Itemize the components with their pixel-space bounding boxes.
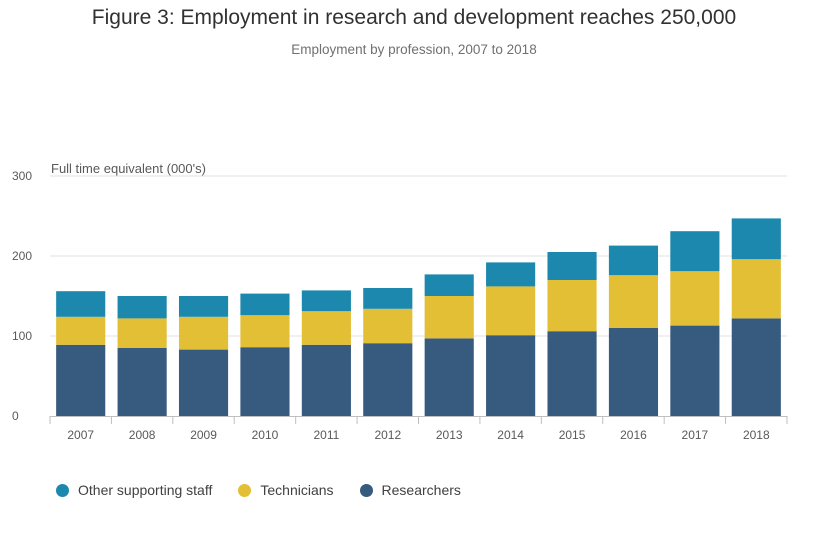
x-tick-label: 2011 <box>313 428 339 442</box>
bar-researchers[interactable] <box>178 349 229 416</box>
chart-title: Figure 3: Employment in research and dev… <box>91 6 737 29</box>
y-axis-ticks: 0 100 200 300 <box>12 169 32 423</box>
y-tick-label: 300 <box>12 169 32 183</box>
legend-swatch <box>359 483 373 497</box>
bar-technicians[interactable] <box>363 308 413 344</box>
legend: Other supporting staff Technicians Resea… <box>56 482 487 498</box>
bar-technicians[interactable] <box>424 296 474 339</box>
bar-technicians[interactable] <box>608 275 659 328</box>
gridlines <box>50 175 787 337</box>
bar-other-supporting-staff[interactable] <box>178 296 229 317</box>
bar-other-supporting-staff[interactable] <box>424 274 474 296</box>
bar-researchers[interactable] <box>117 348 167 416</box>
x-tick-label: 2013 <box>436 428 463 442</box>
bar-other-supporting-staff[interactable] <box>608 245 659 276</box>
bar-researchers[interactable] <box>486 335 536 416</box>
legend-swatch <box>238 483 252 497</box>
bar-other-supporting-staff[interactable] <box>56 291 106 317</box>
bar-researchers[interactable] <box>670 325 720 416</box>
x-tick-label: 2010 <box>252 428 279 442</box>
bar-other-supporting-staff[interactable] <box>731 218 781 260</box>
bar-researchers[interactable] <box>363 343 413 416</box>
bar-researchers[interactable] <box>424 338 474 416</box>
x-tick-label: 2017 <box>682 428 709 442</box>
bar-technicians[interactable] <box>117 318 167 348</box>
bar-technicians[interactable] <box>547 280 597 332</box>
bar-researchers[interactable] <box>608 328 659 416</box>
bar-technicians[interactable] <box>670 271 720 326</box>
legend-label: Technicians <box>260 482 334 498</box>
bar-technicians[interactable] <box>56 316 106 345</box>
bar-technicians[interactable] <box>178 316 229 350</box>
bar-other-supporting-staff[interactable] <box>670 231 720 272</box>
x-tick-label: 2008 <box>129 428 156 442</box>
bar-researchers[interactable] <box>547 331 597 416</box>
legend-item-researchers[interactable]: Researchers <box>359 482 461 498</box>
y-tick-label: 0 <box>12 409 19 423</box>
legend-item-other-supporting-staff[interactable]: Other supporting staff <box>56 482 212 498</box>
bar-other-supporting-staff[interactable] <box>363 288 413 309</box>
x-tick-label: 2009 <box>190 428 217 442</box>
bar-technicians[interactable] <box>731 259 781 319</box>
bar-researchers[interactable] <box>731 318 781 416</box>
bar-researchers[interactable] <box>301 344 351 416</box>
bar-researchers[interactable] <box>240 347 290 416</box>
bars <box>56 218 781 416</box>
bar-researchers[interactable] <box>56 344 106 416</box>
x-tick-label: 2007 <box>67 428 94 442</box>
legend-label: Researchers <box>381 482 461 498</box>
x-tick-label: 2018 <box>743 428 770 442</box>
bar-other-supporting-staff[interactable] <box>547 252 597 280</box>
chart-subtitle: Employment by profession, 2007 to 2018 <box>291 42 537 57</box>
legend-item-technicians[interactable]: Technicians <box>238 482 334 498</box>
bar-other-supporting-staff[interactable] <box>486 262 536 287</box>
legend-swatch <box>56 483 69 497</box>
bar-technicians[interactable] <box>301 311 351 345</box>
y-tick-label: 200 <box>12 249 32 263</box>
x-tick-label: 2015 <box>559 428 586 442</box>
legend-label: Other supporting staff <box>78 482 213 498</box>
x-tick-label: 2014 <box>497 428 524 442</box>
x-tick-label: 2016 <box>620 428 647 442</box>
bar-other-supporting-staff[interactable] <box>240 293 290 316</box>
x-axis: 2007 2008 2009 2010 2011 2012 2013 2014 2015 2016… <box>49 416 788 442</box>
bar-technicians[interactable] <box>486 286 536 336</box>
bar-other-supporting-staff[interactable] <box>301 290 351 312</box>
y-tick-label: 100 <box>12 329 32 343</box>
x-tick-label: 2012 <box>374 428 401 442</box>
bar-other-supporting-staff[interactable] <box>117 296 167 319</box>
y-axis-label: Full time equivalent (000's) <box>51 161 206 176</box>
bar-technicians[interactable] <box>240 315 290 348</box>
